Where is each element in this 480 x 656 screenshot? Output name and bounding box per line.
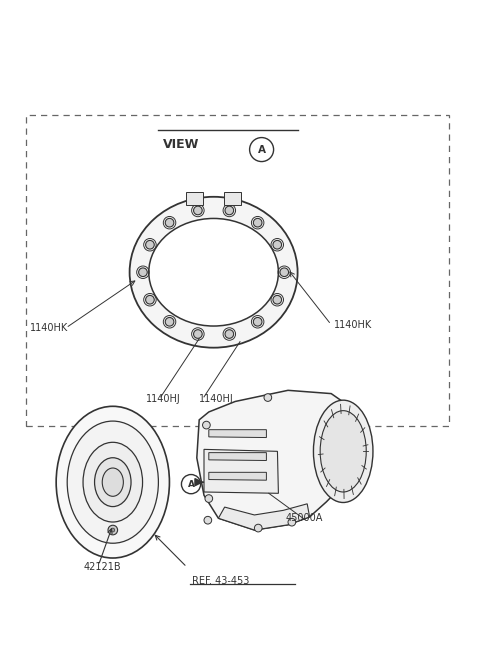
- Circle shape: [205, 495, 213, 502]
- Ellipse shape: [56, 406, 169, 558]
- Circle shape: [273, 241, 282, 249]
- Polygon shape: [204, 449, 278, 493]
- Circle shape: [204, 516, 212, 524]
- Circle shape: [225, 330, 234, 338]
- Circle shape: [280, 268, 288, 277]
- Text: 1140HK: 1140HK: [30, 323, 68, 333]
- Circle shape: [193, 330, 202, 338]
- Circle shape: [273, 295, 282, 304]
- Ellipse shape: [320, 411, 366, 492]
- Polygon shape: [186, 192, 203, 205]
- Ellipse shape: [83, 442, 143, 522]
- Text: 1140HK: 1140HK: [334, 319, 372, 330]
- Circle shape: [145, 295, 154, 304]
- Circle shape: [145, 241, 154, 249]
- Circle shape: [181, 474, 201, 494]
- Circle shape: [250, 138, 274, 161]
- Circle shape: [253, 318, 262, 326]
- Polygon shape: [209, 472, 266, 480]
- Text: 45000A: 45000A: [286, 514, 323, 523]
- Text: VIEW: VIEW: [163, 138, 199, 151]
- Text: A: A: [258, 144, 265, 155]
- Bar: [26, 115, 449, 426]
- Circle shape: [253, 218, 262, 227]
- Ellipse shape: [130, 197, 298, 348]
- Polygon shape: [218, 504, 310, 530]
- Polygon shape: [197, 390, 362, 530]
- Text: A: A: [188, 480, 194, 489]
- Polygon shape: [209, 453, 266, 461]
- Circle shape: [165, 218, 174, 227]
- Ellipse shape: [67, 421, 158, 543]
- Circle shape: [225, 206, 234, 215]
- Ellipse shape: [313, 400, 373, 502]
- Circle shape: [288, 518, 296, 526]
- Ellipse shape: [102, 468, 123, 497]
- Circle shape: [111, 528, 115, 532]
- Circle shape: [108, 525, 118, 535]
- Text: 1140HJ: 1140HJ: [199, 394, 234, 403]
- Circle shape: [254, 524, 262, 532]
- Circle shape: [264, 394, 272, 401]
- Circle shape: [193, 206, 202, 215]
- Text: 1140HJ: 1140HJ: [146, 394, 181, 403]
- Circle shape: [165, 318, 174, 326]
- Ellipse shape: [149, 218, 278, 326]
- Text: 42121B: 42121B: [84, 562, 121, 572]
- Circle shape: [203, 421, 210, 429]
- Ellipse shape: [95, 458, 131, 506]
- Text: REF. 43-453: REF. 43-453: [192, 576, 250, 586]
- Polygon shape: [224, 192, 241, 205]
- Circle shape: [139, 268, 147, 277]
- Polygon shape: [209, 430, 266, 438]
